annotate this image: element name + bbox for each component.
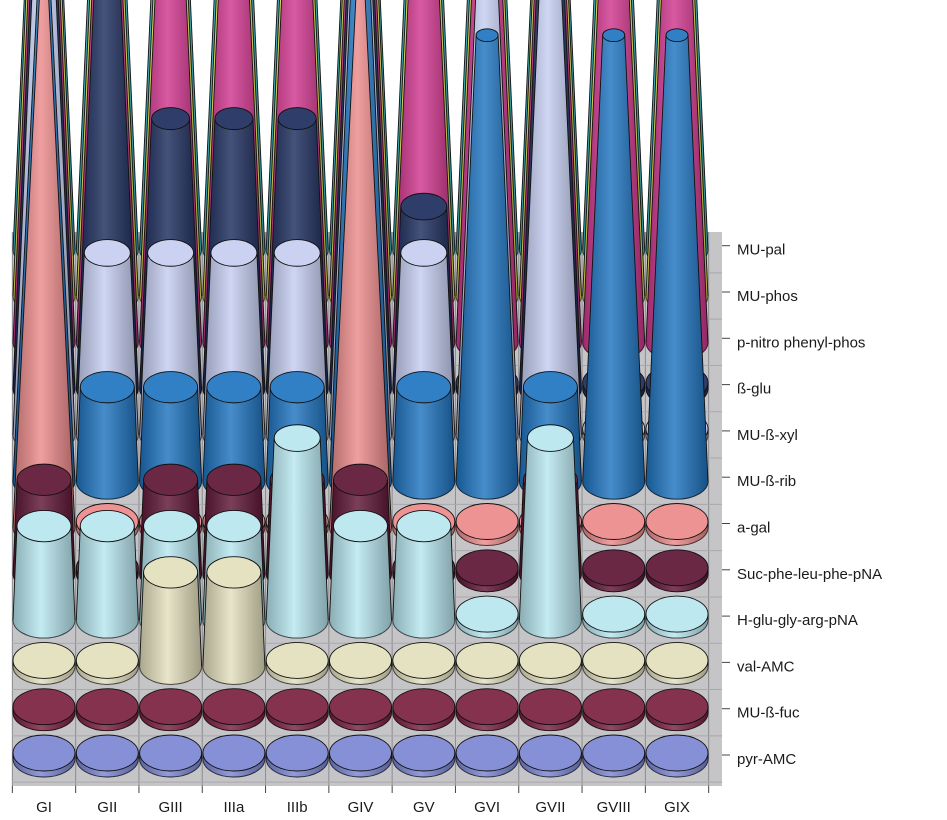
- cone-mu-b-fuc-gvi: [455, 688, 519, 732]
- cone-pyr-amc-gix: [645, 734, 709, 778]
- cone-suc-phe-leu-phe-pna-gvi: [455, 549, 519, 593]
- cone-val-amc-giv: [329, 641, 392, 685]
- column-label-gi: GI: [36, 799, 52, 816]
- cone-val-amc-giii: [139, 556, 203, 685]
- column-label-iiia: IIIa: [223, 799, 245, 816]
- row-label-h-glu-gly-arg-pna: H-glu-gly-arg-pNA: [737, 612, 858, 629]
- column-label-gix: GIX: [664, 799, 690, 816]
- cone-mu-b-rib-gviii: [582, 28, 646, 500]
- cone-mu-b-rib-gv: [392, 371, 456, 500]
- cone-pyr-amc-giii: [139, 734, 203, 778]
- cone-val-amc-gvii: [518, 641, 582, 685]
- cone-h-glu-gly-arg-pna-gi: [12, 509, 76, 639]
- cone-mu-b-rib-gvi: [455, 28, 519, 500]
- column-label-gviii: GVIII: [597, 799, 631, 816]
- cone-mu-b-fuc-gix: [645, 688, 709, 732]
- cone-pyr-amc-iiia: [202, 734, 266, 778]
- cone-mu-b-fuc-gvii: [518, 688, 582, 732]
- cone-mu-b-fuc-iiia: [202, 688, 266, 732]
- cone-a-gal-gviii: [582, 503, 646, 546]
- column-label-giv: GIV: [348, 799, 374, 816]
- cone-pyr-amc-gvii: [518, 734, 582, 778]
- row-label-p-nitro-phenyl-phos: p-nitro phenyl-phos: [737, 334, 865, 351]
- row-label-mu-b-xyl: MU-ß-xyl: [737, 427, 798, 444]
- cone-mu-b-fuc-iiib: [265, 688, 329, 732]
- cone-suc-phe-leu-phe-pna-gviii: [582, 549, 646, 593]
- cone-a-gal-gvi: [455, 503, 519, 546]
- substrate-labels: pyr-AMC MU-ß-fuc val-AMC H-glu-gly-arg-pNA S…: [737, 242, 882, 768]
- cone-h-glu-gly-arg-pna-gvi: [455, 595, 519, 639]
- cone-marks: [12, 0, 709, 778]
- cone-pyr-amc-gviii: [582, 734, 646, 778]
- row-label-a-gal: a-gal: [737, 519, 770, 536]
- column-label-giii: GIII: [159, 799, 183, 816]
- cone-pyr-amc-gv: [392, 734, 456, 778]
- cone-val-amc-gvi: [455, 641, 519, 685]
- cone-h-glu-gly-arg-pna-gviii: [582, 595, 646, 639]
- row-label-suc-phe-leu-phe-pna: Suc-phe-leu-phe-pNA: [737, 566, 882, 583]
- cone-h-glu-gly-arg-pna-gii: [75, 509, 139, 639]
- cone-mu-b-fuc-gi: [12, 688, 76, 732]
- row-label-mu-b-rib: MU-ß-rib: [737, 473, 796, 490]
- cone-val-amc-gi: [12, 641, 76, 685]
- cone-val-amc-iiia: [202, 556, 266, 685]
- cone-mu-b-fuc-gv: [392, 688, 456, 732]
- cone-val-amc-iiib: [265, 641, 329, 685]
- cone-h-glu-gly-arg-pna-gv: [392, 509, 456, 639]
- column-label-gvi: GVI: [474, 799, 500, 816]
- cone-mu-b-fuc-gviii: [582, 688, 646, 732]
- cone-val-amc-gviii: [582, 641, 646, 685]
- cone-mu-b-rib-gii: [75, 371, 139, 500]
- cone-h-glu-gly-arg-pna-gix: [645, 595, 709, 639]
- row-label-mu-phos: MU-phos: [737, 288, 798, 305]
- cone-mu-b-rib-gix: [645, 28, 709, 500]
- row-label-val-amc: val-AMC: [737, 658, 795, 675]
- cone-pyr-amc-iiib: [265, 734, 329, 778]
- cone-val-amc-gv: [392, 641, 456, 685]
- group-labels: GI GII GIII IIIa IIIb GIV GV GVI GVII GVIII GIX: [36, 799, 690, 816]
- cone-pyr-amc-gvi: [455, 734, 519, 778]
- row-label-pyr-amc: pyr-AMC: [737, 751, 796, 768]
- cone-pyr-amc-gii: [75, 734, 139, 778]
- cone-pyr-amc-gi: [12, 734, 76, 778]
- row-label-mu-b-fuc: MU-ß-fuc: [737, 705, 800, 722]
- cone-h-glu-gly-arg-pna-giv: [329, 509, 392, 639]
- cone-mu-b-fuc-giv: [329, 688, 392, 732]
- cone-mu-b-fuc-giii: [139, 688, 203, 732]
- cone-a-gal-gix: [645, 503, 709, 546]
- column-label-gvii: GVII: [535, 799, 565, 816]
- column-label-gv: GV: [413, 799, 435, 816]
- cone-suc-phe-leu-phe-pna-gix: [645, 549, 709, 593]
- cone-pyr-amc-giv: [329, 734, 392, 778]
- cone-mu-b-fuc-gii: [75, 688, 139, 732]
- column-label-gii: GII: [97, 799, 117, 816]
- row-label-mu-pal: MU-pal: [737, 242, 785, 259]
- cone-val-amc-gii: [75, 641, 139, 685]
- row-label-b-glu: ß-glu: [737, 381, 771, 398]
- cone-h-glu-gly-arg-pna-gvii: [518, 424, 582, 639]
- cone-h-glu-gly-arg-pna-iiib: [265, 424, 329, 639]
- column-label-iiib: IIIb: [287, 799, 308, 816]
- cone-val-amc-gix: [645, 641, 709, 685]
